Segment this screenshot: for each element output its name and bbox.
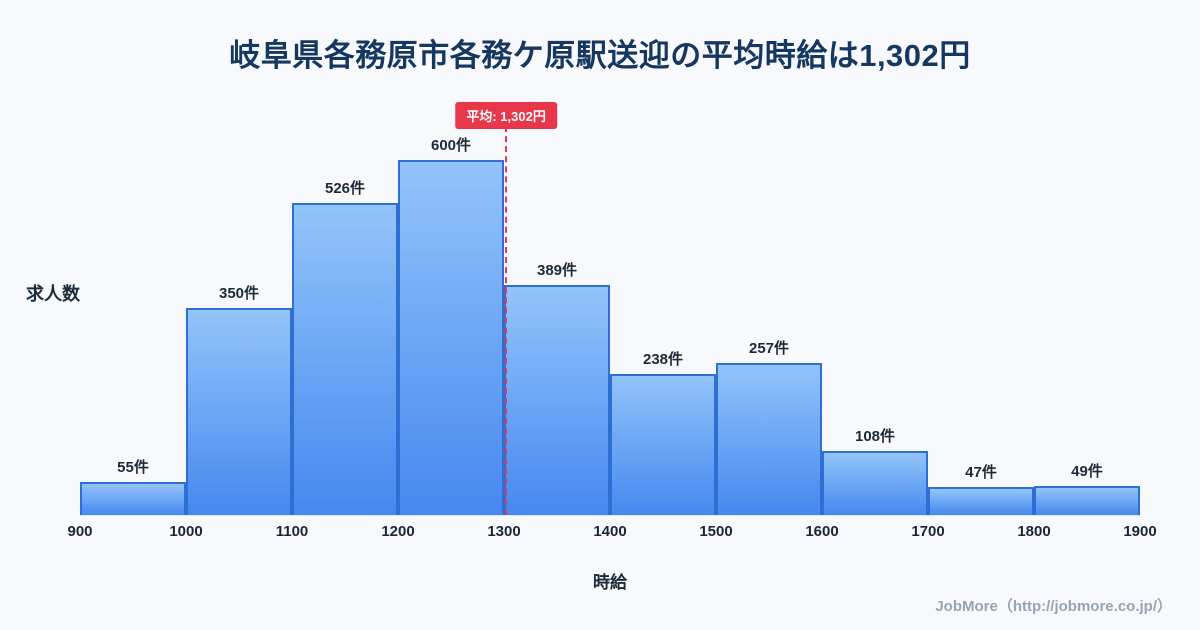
x-tick-label: 1600 (805, 523, 839, 540)
histogram-bar: 47件 (928, 464, 1034, 515)
x-tick-label: 1000 (169, 523, 203, 540)
x-tick-label: 1400 (593, 523, 627, 540)
histogram-bar: 389件 (504, 262, 610, 515)
x-tick-label: 1900 (1123, 523, 1157, 540)
x-tick-label: 1200 (381, 523, 415, 540)
bar-value-label: 108件 (854, 428, 896, 445)
bar-value-label: 350件 (218, 285, 260, 302)
bar-value-label: 238件 (642, 351, 684, 368)
y-axis-label: 求人数 (26, 284, 80, 304)
x-tick-label: 1800 (1017, 523, 1051, 540)
histogram-bar: 257件 (716, 340, 822, 515)
bar-value-label: 600件 (430, 137, 472, 154)
bar-value-label: 47件 (965, 464, 997, 481)
average-badge: 平均: 1,302円 (455, 102, 557, 129)
bar-value-label: 389件 (536, 262, 578, 279)
x-tick-label: 1300 (487, 523, 521, 540)
histogram-bar: 238件 (610, 351, 716, 515)
footer-credit: JobMore（http://jobmore.co.jp/） (935, 598, 1172, 615)
bar-value-label: 49件 (1071, 463, 1103, 480)
x-axis-label: 時給 (593, 573, 627, 592)
histogram-bar: 108件 (822, 428, 928, 515)
bar-value-label: 55件 (117, 459, 149, 476)
histogram-bar: 49件 (1034, 463, 1140, 515)
average-line (505, 126, 508, 515)
x-tick-label: 900 (67, 523, 93, 540)
page-title: 岐阜県各務原市各務ケ原駅送迎の平均時給は1,302円 (229, 38, 971, 73)
bar-value-label: 526件 (324, 180, 366, 197)
x-tick-label: 1100 (275, 523, 309, 540)
histogram-bar: 55件 (80, 459, 186, 515)
x-tick-label: 1700 (911, 523, 945, 540)
bar-value-label: 257件 (748, 340, 790, 357)
x-tick-label: 1500 (699, 523, 733, 540)
histogram-bar: 526件 (292, 180, 398, 515)
histogram-bar: 600件 (398, 137, 504, 515)
histogram-bar: 350件 (186, 285, 292, 515)
histogram-plot: 平均: 1,302円 55件 350件 526件 600件 389件 238件 257件 10… (67, 102, 1157, 540)
